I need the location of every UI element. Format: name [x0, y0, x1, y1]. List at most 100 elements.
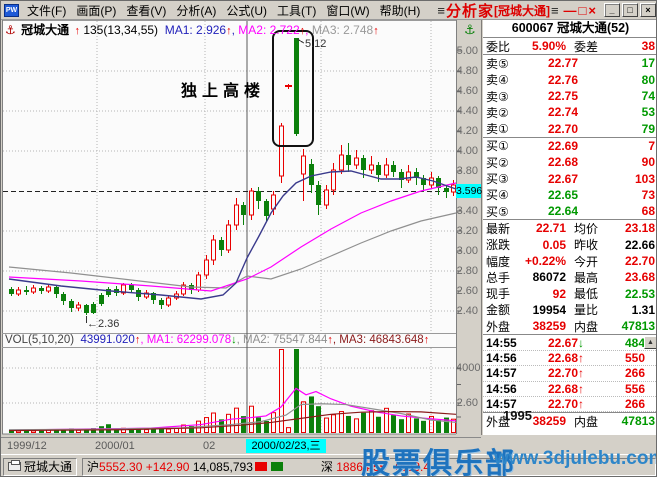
info-label: 现手 — [486, 287, 511, 302]
price-axis-label: 3.80 — [456, 165, 478, 177]
tick-direction-icon: ↑ — [578, 366, 584, 381]
ask-label: 卖④ — [486, 73, 509, 88]
menu-item[interactable]: 画面(P) — [76, 3, 117, 18]
close-button[interactable]: × — [640, 3, 656, 17]
tick-time: 14:57 — [486, 366, 517, 381]
ma3-value: MA3: 2.748 — [311, 23, 374, 37]
info-value: 92 — [552, 286, 566, 301]
vol-indicator-label: VOL(5,10,20) — [5, 334, 75, 346]
ratio-row: 委比 5.90% 委差 38 — [483, 38, 656, 54]
svg-text:5.12: 5.12 — [305, 38, 326, 50]
title-deco-right-icon: ≡ — [550, 2, 559, 18]
menu-item[interactable]: 窗口(W) — [326, 3, 370, 18]
info-value: 38259 — [532, 319, 566, 334]
ask-label: 卖⑤ — [486, 56, 509, 71]
chart-area[interactable]: 5.12 ←2.36 ⚓ 冠城大通 ↑ 135(13,34,55) MA1: 2.… — [1, 20, 487, 454]
price-axis-label: 2.80 — [456, 265, 478, 277]
vol-ma2-value: MA2: 75547.844 — [243, 334, 328, 346]
info-label: 内盘 — [574, 319, 599, 334]
current-price-tag: 3.596 — [456, 184, 483, 199]
bid-label: 买③ — [486, 172, 509, 187]
ask-ladder: 卖⑤ 22.77 17 卖④ 22.76 80 卖③ 22.75 74 卖② 22.74 53 卖① 22… — [483, 54, 656, 137]
ask-qty: 17 — [641, 56, 655, 71]
stock-quick-button[interactable]: 冠城大通 — [3, 457, 78, 476]
price-axis-label: 4.20 — [456, 125, 478, 137]
sep: , — [332, 334, 340, 346]
tick-direction-icon: ↑ — [578, 350, 584, 365]
kline-volume-chart[interactable]: 5.12 ←2.36 — [1, 20, 481, 437]
price-axis-label: 3.00 — [456, 245, 478, 257]
menu-item[interactable]: 文件(F) — [27, 3, 67, 18]
bid-qty: 90 — [641, 155, 655, 170]
bid-qty: 7 — [648, 138, 655, 153]
info-value: 1.31 — [631, 302, 655, 317]
printer-icon — [8, 460, 21, 471]
ask-row: 卖④ 22.76 80 — [483, 72, 656, 88]
info-label: 均价 — [574, 221, 599, 236]
info-value: 38259 — [532, 414, 566, 429]
info-rows: 最新 22.71 均价 23.18 涨跌 0.05 昨收 22.66 幅度 +0.22% 今开 22.… — [483, 219, 656, 334]
vol-ma1-value: MA1: 62299.078 — [146, 334, 232, 346]
info-value: 23.68 — [624, 270, 655, 285]
child-window-controls[interactable]: —□× — [563, 2, 598, 18]
bid-qty: 73 — [641, 187, 655, 202]
info-label: 涨跌 — [486, 238, 511, 253]
info-value: 47813 — [621, 319, 655, 334]
sz-change: +583.4 — [392, 460, 431, 474]
tick-qty: 550 — [624, 350, 645, 365]
quote-panel: 600067 冠城大通(52) 委比 5.90% 委差 38 卖⑤ 22.77 17 卖④ 2… — [481, 20, 656, 435]
bid-label: 买⑤ — [486, 204, 509, 219]
info-label: 最低 — [574, 287, 599, 302]
vol-arrow-icon: ↑ — [134, 334, 141, 346]
up-arrow-icon: ↑ — [74, 25, 80, 37]
restore-button[interactable]: □ — [622, 3, 638, 17]
app-title-context: [冠城大通] — [493, 3, 550, 18]
price-axis-label: 4.40 — [456, 105, 478, 117]
vol-ma2-arrow-icon: ↑ — [327, 334, 333, 346]
anchor-icon: ⚓ — [5, 23, 16, 37]
app-icon[interactable]: PW — [4, 3, 19, 17]
app-title: 分析家 — [445, 2, 494, 20]
sep: , — [140, 334, 147, 346]
bid-qty: 68 — [641, 204, 655, 219]
ma3-arrow-icon: ↑ — [373, 25, 379, 37]
volume-axis-label: 40000 — [456, 362, 487, 374]
bid-row: 买③ 22.67 103 — [483, 170, 656, 187]
menu-item[interactable]: 帮助(H) — [379, 3, 421, 18]
ask-label: 卖② — [486, 105, 509, 120]
menu-item[interactable]: 查看(V) — [126, 3, 167, 18]
menu-item[interactable]: 分析(A) — [176, 3, 217, 18]
minimize-button[interactable]: _ — [604, 3, 620, 17]
date-label: 1999/12 — [7, 440, 47, 452]
menu-item[interactable]: 公式(U) — [226, 3, 267, 18]
menu-item[interactable]: 工具(T) — [277, 3, 317, 18]
info-value: 5.90% — [531, 39, 566, 54]
ask-row: 卖⑤ 22.77 17 — [483, 55, 656, 71]
bid-row: 买④ 22.65 73 — [483, 187, 656, 203]
tick-price: 22.68↑ — [547, 350, 584, 365]
bid-ladder: 买① 22.69 7 买② 22.68 90 买③ 22.67 103 买④ 22.65 73 买⑤ 22… — [483, 136, 656, 219]
bid-price: 22.65 — [547, 187, 578, 202]
inout-summary-row: 外盘 38259 内盘 47813 — [483, 412, 656, 429]
date-label: 02 — [203, 440, 216, 452]
window-title-group: ≡ 分析家 [冠城大通] ≡ —□× _ □ × — [436, 1, 656, 21]
ask-price: 22.75 — [547, 89, 578, 104]
ask-qty: 80 — [641, 72, 655, 87]
ask-row: 卖② 22.74 53 — [483, 104, 656, 120]
info-label: 委比 — [486, 39, 511, 54]
price-axis-label: 4.00 — [456, 145, 478, 157]
tick-price: 22.67↓ — [547, 335, 584, 350]
vol-ma3-arrow-icon: ↑ — [423, 334, 430, 346]
ask-qty: 79 — [641, 121, 655, 136]
scroll-up-button[interactable]: ▲ — [644, 336, 656, 350]
sz-label: 深 — [320, 460, 333, 474]
tick-time: 14:57 — [486, 397, 517, 412]
tick-row: 14:57 22.70↑ 266 — [483, 366, 656, 382]
selected-date: 2000/02/23,三 — [246, 439, 326, 453]
ask-label: 卖① — [486, 122, 509, 137]
date-axis[interactable]: 1999/12 2000/01 02 2000/02/23,三 — [1, 437, 481, 454]
info-row: 外盘 38259 内盘 47813 — [483, 318, 656, 334]
ask-price: 22.74 — [547, 105, 578, 120]
bid-qty: 103 — [634, 171, 655, 186]
